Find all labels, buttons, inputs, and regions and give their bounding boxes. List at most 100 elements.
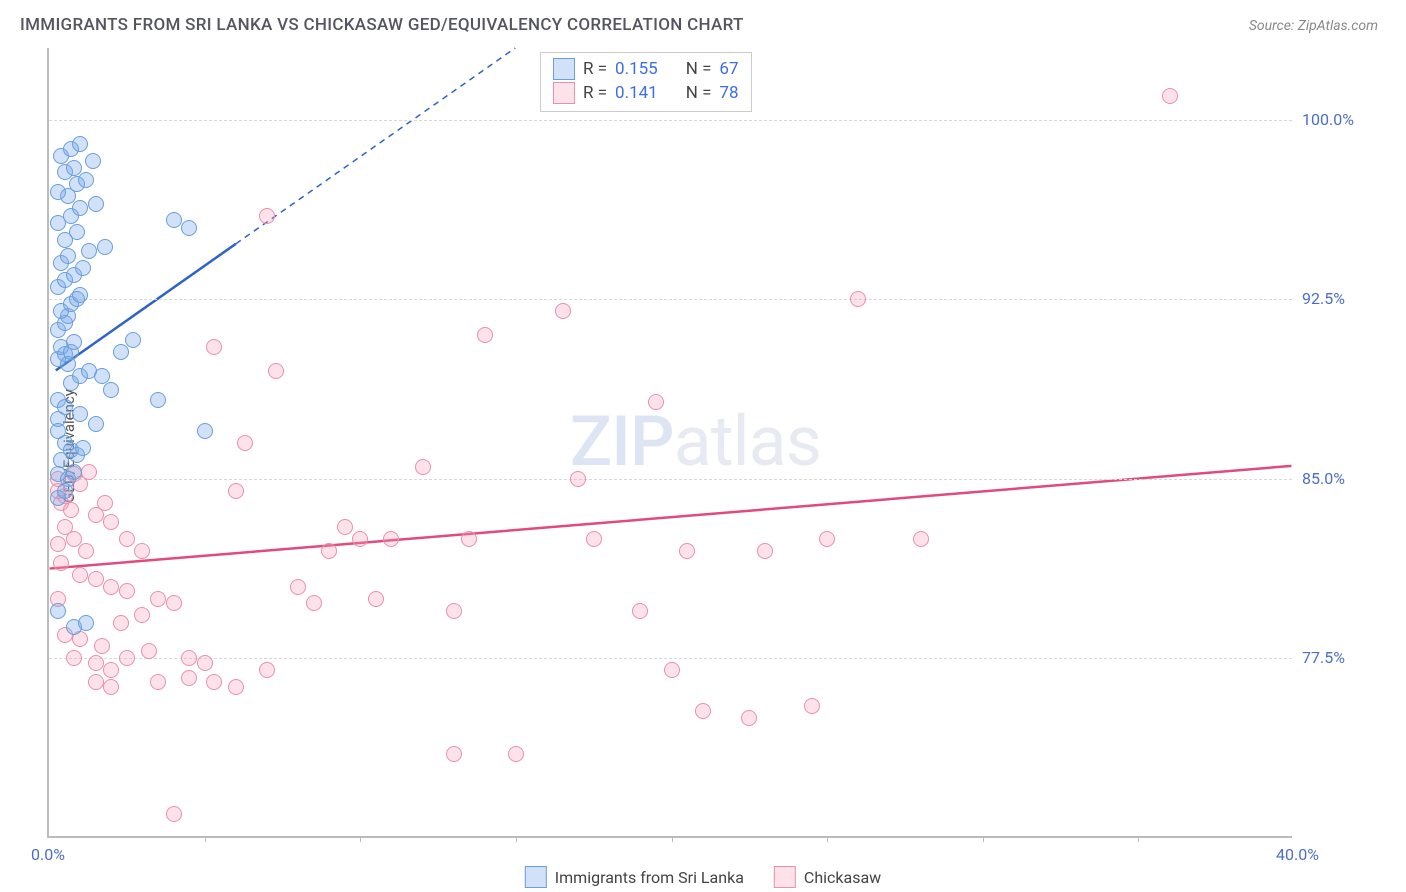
point-chickasaw <box>119 650 135 666</box>
point-chickasaw <box>88 571 104 587</box>
point-chickasaw <box>237 435 253 451</box>
point-chickasaw <box>103 679 119 695</box>
point-chickasaw <box>268 363 284 379</box>
point-sri-lanka <box>75 440 91 456</box>
point-sri-lanka <box>50 423 66 439</box>
point-chickasaw <box>290 579 306 595</box>
gridline-h <box>49 479 1292 480</box>
point-sri-lanka <box>72 287 88 303</box>
r-value: 0.141 <box>615 83 658 103</box>
point-chickasaw <box>446 603 462 619</box>
point-chickasaw <box>150 674 166 690</box>
y-tick-label: 92.5% <box>1302 289 1372 308</box>
point-chickasaw <box>50 536 66 552</box>
point-chickasaw <box>134 543 150 559</box>
point-chickasaw <box>150 591 166 607</box>
point-chickasaw <box>570 471 586 487</box>
point-chickasaw <box>259 662 275 678</box>
point-chickasaw <box>81 464 97 480</box>
point-chickasaw <box>819 531 835 547</box>
point-chickasaw <box>632 603 648 619</box>
point-chickasaw <box>66 650 82 666</box>
point-sri-lanka <box>85 153 101 169</box>
point-sri-lanka <box>57 483 73 499</box>
legend-swatch <box>553 58 575 80</box>
n-value: 78 <box>719 83 738 103</box>
point-chickasaw <box>181 670 197 686</box>
point-chickasaw <box>228 483 244 499</box>
point-chickasaw <box>555 303 571 319</box>
point-chickasaw <box>119 583 135 599</box>
y-tick-label: 100.0% <box>1302 110 1372 129</box>
x-minor-tick <box>205 836 206 842</box>
point-sri-lanka <box>181 220 197 236</box>
x-minor-tick <box>672 836 673 842</box>
point-chickasaw <box>94 638 110 654</box>
point-sri-lanka <box>72 200 88 216</box>
gridline-h <box>49 658 1292 659</box>
point-chickasaw <box>63 502 79 518</box>
point-chickasaw <box>88 674 104 690</box>
point-chickasaw <box>141 643 157 659</box>
legend-item: Chickasaw <box>774 866 881 888</box>
point-chickasaw <box>586 531 602 547</box>
point-sri-lanka <box>103 382 119 398</box>
point-chickasaw <box>259 208 275 224</box>
point-chickasaw <box>850 291 866 307</box>
x-tick-label: 40.0% <box>1276 845 1319 864</box>
point-chickasaw <box>119 531 135 547</box>
point-sri-lanka <box>78 172 94 188</box>
point-chickasaw <box>321 543 337 559</box>
point-chickasaw <box>741 710 757 726</box>
point-sri-lanka <box>97 239 113 255</box>
point-chickasaw <box>97 495 113 511</box>
point-sri-lanka <box>66 160 82 176</box>
point-sri-lanka <box>75 260 91 276</box>
point-chickasaw <box>88 655 104 671</box>
point-chickasaw <box>368 591 384 607</box>
point-sri-lanka <box>66 464 82 480</box>
point-chickasaw <box>1162 88 1178 104</box>
r-label: R = <box>583 59 607 79</box>
correlation-legend: R =0.155N =67R =0.141N =78 <box>540 52 752 112</box>
point-sri-lanka <box>66 334 82 350</box>
point-chickasaw <box>757 543 773 559</box>
legend-label: Immigrants from Sri Lanka <box>555 868 744 887</box>
gridline-h <box>49 120 1292 121</box>
point-chickasaw <box>461 531 477 547</box>
point-chickasaw <box>206 339 222 355</box>
point-sri-lanka <box>50 603 66 619</box>
legend-swatch <box>525 866 547 888</box>
point-sri-lanka <box>78 615 94 631</box>
point-sri-lanka <box>94 368 110 384</box>
point-chickasaw <box>206 674 222 690</box>
point-chickasaw <box>664 662 680 678</box>
point-sri-lanka <box>69 224 85 240</box>
point-chickasaw <box>804 698 820 714</box>
point-chickasaw <box>113 615 129 631</box>
point-chickasaw <box>181 650 197 666</box>
legend-swatch <box>553 82 575 104</box>
point-chickasaw <box>103 514 119 530</box>
chart-title: IMMIGRANTS FROM SRI LANKA VS CHICKASAW G… <box>20 15 744 35</box>
point-sri-lanka <box>197 423 213 439</box>
n-value: 67 <box>719 59 738 79</box>
x-minor-tick <box>827 836 828 842</box>
point-chickasaw <box>648 394 664 410</box>
r-value: 0.155 <box>615 59 658 79</box>
legend-r-row: R =0.155N =67 <box>553 57 739 81</box>
series-legend: Immigrants from Sri Lanka Chickasaw <box>525 866 881 888</box>
point-sri-lanka <box>60 248 76 264</box>
y-tick-label: 77.5% <box>1302 648 1372 667</box>
legend-swatch <box>774 866 796 888</box>
point-sri-lanka <box>57 399 73 415</box>
point-chickasaw <box>337 519 353 535</box>
point-chickasaw <box>103 662 119 678</box>
r-label: R = <box>583 83 607 103</box>
x-minor-tick <box>360 836 361 842</box>
point-sri-lanka <box>125 332 141 348</box>
point-chickasaw <box>166 806 182 822</box>
correlation-chart: IMMIGRANTS FROM SRI LANKA VS CHICKASAW G… <box>0 0 1406 892</box>
point-chickasaw <box>166 595 182 611</box>
legend-label: Chickasaw <box>804 868 881 887</box>
